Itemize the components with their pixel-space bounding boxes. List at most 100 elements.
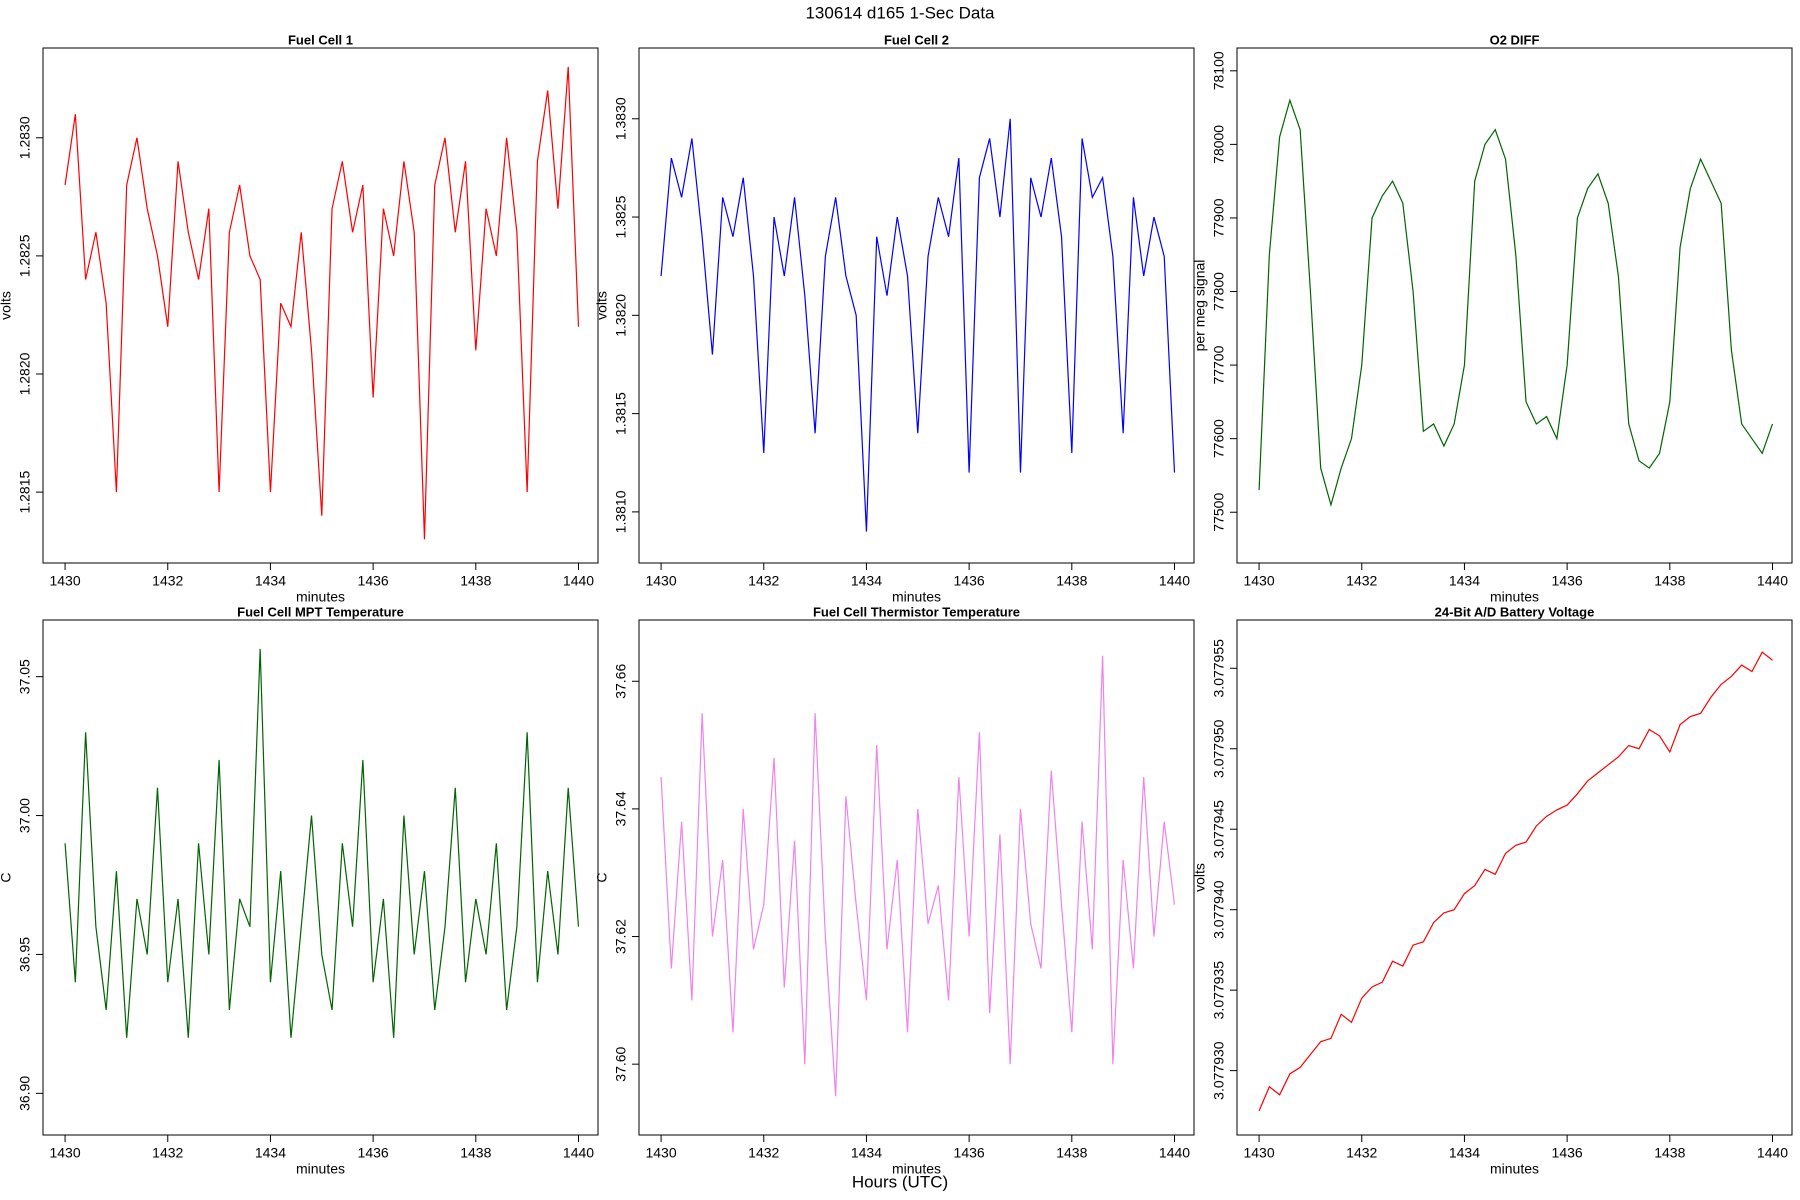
x-tick-label: 1436 xyxy=(1552,1145,1583,1161)
x-tick-label: 1438 xyxy=(1654,573,1685,589)
panel-title: Fuel Cell 2 xyxy=(884,32,949,47)
y-tick-label: 1.2820 xyxy=(17,352,33,395)
y-tick-label: 1.2825 xyxy=(17,234,33,277)
x-tick-label: 1434 xyxy=(255,573,286,589)
y-tick-label: 37.05 xyxy=(17,659,33,694)
plot-frame xyxy=(1236,619,1793,1136)
y-tick-label: 1.3810 xyxy=(613,490,629,533)
x-tick-label: 1434 xyxy=(851,1145,882,1161)
x-tick-label: 1438 xyxy=(1654,1145,1685,1161)
y-tick-label: 1.2830 xyxy=(17,116,33,159)
y-tick-label: 3.077940 xyxy=(1211,880,1227,939)
data-line xyxy=(1258,98,1774,508)
x-tick-label: 1430 xyxy=(645,573,676,589)
plot-frame xyxy=(1236,47,1793,564)
x-tick-label: 1436 xyxy=(1552,573,1583,589)
x-tick-label: 1440 xyxy=(563,573,594,589)
x-tick-label: 1430 xyxy=(49,1145,80,1161)
data-line xyxy=(660,655,1176,1097)
x-tick-label: 1440 xyxy=(1159,1145,1190,1161)
x-tick-label: 1438 xyxy=(460,573,491,589)
y-axis-label: per meg signal xyxy=(1192,260,1208,352)
x-tick-label: 1434 xyxy=(255,1145,286,1161)
x-tick-label: 1432 xyxy=(152,1145,183,1161)
y-tick-label: 77500 xyxy=(1211,493,1227,532)
y-tick-label: 77900 xyxy=(1211,198,1227,237)
x-tick-label: 1430 xyxy=(1243,573,1274,589)
x-tick-label: 1432 xyxy=(152,573,183,589)
data-line xyxy=(64,66,580,540)
y-tick-label: 36.95 xyxy=(17,937,33,972)
plot-frame xyxy=(42,47,599,564)
y-tick-label: 1.3830 xyxy=(613,97,629,140)
x-tick-label: 1430 xyxy=(645,1145,676,1161)
panel-title: Fuel Cell Thermistor Temperature xyxy=(813,604,1020,619)
panel-title: Fuel Cell MPT Temperature xyxy=(237,604,404,619)
y-tick-label: 78100 xyxy=(1211,51,1227,90)
y-tick-label: 77800 xyxy=(1211,272,1227,311)
panel-title: Fuel Cell 1 xyxy=(288,32,353,47)
y-tick-label: 78000 xyxy=(1211,125,1227,164)
figure-title: 130614 d165 1-Sec Data xyxy=(805,3,995,22)
data-line xyxy=(660,118,1176,532)
x-tick-label: 1440 xyxy=(1159,573,1190,589)
x-axis-label: minutes xyxy=(296,589,345,605)
y-tick-label: 37.00 xyxy=(17,798,33,833)
x-tick-label: 1432 xyxy=(748,573,779,589)
y-tick-label: 36.90 xyxy=(17,1076,33,1111)
y-tick-label: 3.077955 xyxy=(1211,639,1227,698)
x-axis-label: minutes xyxy=(1490,1161,1539,1177)
x-axis-label: minutes xyxy=(296,1161,345,1177)
x-tick-label: 1440 xyxy=(563,1145,594,1161)
y-tick-label: 37.64 xyxy=(613,791,629,826)
data-line xyxy=(64,648,580,1038)
y-tick-label: 37.62 xyxy=(613,919,629,954)
y-tick-label: 37.66 xyxy=(613,664,629,699)
y-tick-label: 37.60 xyxy=(613,1046,629,1081)
y-axis-label: volts xyxy=(1192,863,1208,892)
x-tick-label: 1440 xyxy=(1757,1145,1788,1161)
y-tick-label: 77600 xyxy=(1211,419,1227,458)
x-tick-label: 1436 xyxy=(358,573,389,589)
x-tick-label: 1438 xyxy=(1056,1145,1087,1161)
figure-x-label: Hours (UTC) xyxy=(852,1172,948,1191)
x-tick-label: 1430 xyxy=(1243,1145,1274,1161)
y-tick-label: 1.2815 xyxy=(17,471,33,514)
x-tick-label: 1436 xyxy=(954,1145,985,1161)
x-tick-label: 1436 xyxy=(358,1145,389,1161)
y-tick-label: 1.3820 xyxy=(613,294,629,337)
y-tick-label: 77700 xyxy=(1211,345,1227,384)
plot-frame xyxy=(638,619,1195,1136)
x-tick-label: 1438 xyxy=(1056,573,1087,589)
x-tick-label: 1432 xyxy=(1346,1145,1377,1161)
y-axis-label: volts xyxy=(594,291,610,320)
x-tick-label: 1438 xyxy=(460,1145,491,1161)
y-axis-label: volts xyxy=(0,291,14,320)
data-line xyxy=(1258,651,1773,1112)
y-tick-label: 1.3815 xyxy=(613,392,629,435)
x-axis-label: minutes xyxy=(1490,589,1539,605)
plot-frame xyxy=(638,47,1195,564)
x-tick-label: 1434 xyxy=(851,573,882,589)
y-tick-label: 3.077930 xyxy=(1211,1041,1227,1100)
panel-title: 24-Bit A/D Battery Voltage xyxy=(1435,604,1595,619)
y-tick-label: 3.077950 xyxy=(1211,719,1227,778)
x-tick-label: 1436 xyxy=(954,573,985,589)
x-tick-label: 1434 xyxy=(1449,1145,1480,1161)
y-tick-label: 1.3825 xyxy=(613,195,629,238)
x-tick-label: 1440 xyxy=(1757,573,1788,589)
y-tick-label: 3.077945 xyxy=(1211,800,1227,859)
x-axis-label: minutes xyxy=(892,1161,941,1177)
y-axis-label: C xyxy=(0,872,14,882)
x-tick-label: 1430 xyxy=(49,573,80,589)
x-tick-label: 1432 xyxy=(748,1145,779,1161)
panel-title: O2 DIFF xyxy=(1490,32,1540,47)
y-axis-label: C xyxy=(594,872,610,882)
x-tick-label: 1432 xyxy=(1346,573,1377,589)
y-tick-label: 3.077935 xyxy=(1211,961,1227,1020)
x-tick-label: 1434 xyxy=(1449,573,1480,589)
plot-frame xyxy=(42,619,599,1136)
x-axis-label: minutes xyxy=(892,589,941,605)
